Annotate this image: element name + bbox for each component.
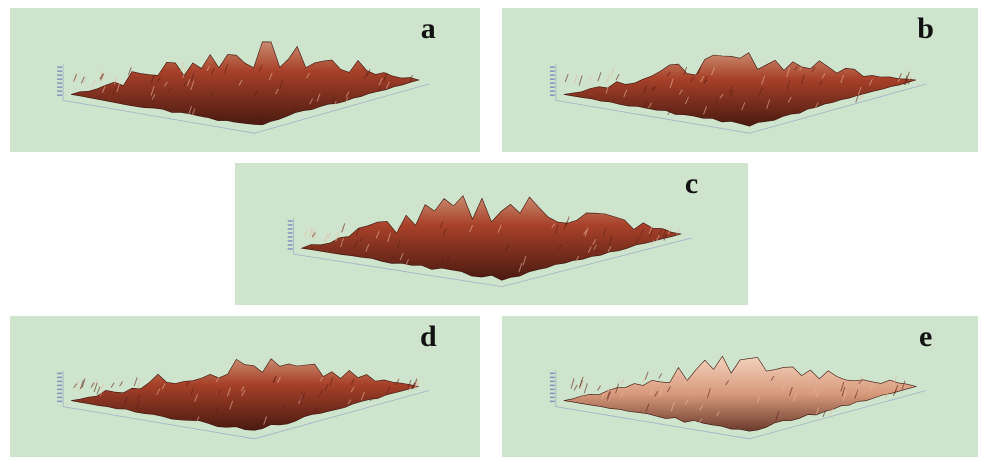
axis-tick: [57, 74, 62, 76]
axis-tick: [57, 70, 62, 72]
axis-tick: [550, 393, 555, 395]
axis-tick: [57, 397, 62, 399]
axis-tick: [57, 381, 62, 383]
axis-tick: [550, 397, 555, 399]
axis-tick: [57, 82, 62, 84]
axis-tick: [57, 94, 62, 96]
axis-tick: [288, 232, 293, 234]
page: abcde (() => { const data = JSON.parse(d…: [0, 0, 986, 461]
axis-tick: [550, 90, 555, 92]
axis-tick: [550, 94, 555, 96]
axis-tick: [550, 389, 555, 391]
axis-tick: [57, 401, 62, 403]
axis-tick: [57, 377, 62, 379]
panel-label: c: [685, 167, 698, 200]
axis-tick: [57, 389, 62, 391]
axis-tick: [550, 78, 555, 80]
axis-tick: [288, 224, 293, 226]
axis-tick: [550, 377, 555, 379]
panel: d: [10, 316, 480, 457]
axis-tick: [288, 240, 293, 242]
axis-tick: [550, 401, 555, 403]
axis-tick: [57, 373, 62, 375]
panel-label: b: [917, 12, 934, 45]
axis-tick: [550, 66, 555, 68]
figure: a b c d e: [0, 0, 986, 461]
axis-tick: [57, 385, 62, 387]
axis-tick: [550, 373, 555, 375]
panel: a: [10, 8, 480, 152]
axis-tick: [57, 393, 62, 395]
axis-tick: [57, 86, 62, 88]
axis-tick: [288, 244, 293, 246]
panel: c: [235, 163, 748, 305]
axis-tick: [288, 236, 293, 238]
panel-label: d: [420, 320, 437, 353]
axis-tick: [288, 220, 293, 222]
panel-label: a: [421, 12, 436, 45]
axis-tick: [550, 385, 555, 387]
axis-tick: [57, 66, 62, 68]
axis-tick: [550, 74, 555, 76]
panel: e: [502, 316, 978, 457]
axis-tick: [288, 248, 293, 250]
axis-tick: [57, 78, 62, 80]
axis-tick: [550, 86, 555, 88]
axis-tick: [57, 90, 62, 92]
axis-tick: [550, 82, 555, 84]
axis-tick: [288, 228, 293, 230]
axis-tick: [550, 381, 555, 383]
panel: b: [502, 8, 978, 152]
panel-label: e: [919, 320, 932, 353]
axis-tick: [550, 70, 555, 72]
